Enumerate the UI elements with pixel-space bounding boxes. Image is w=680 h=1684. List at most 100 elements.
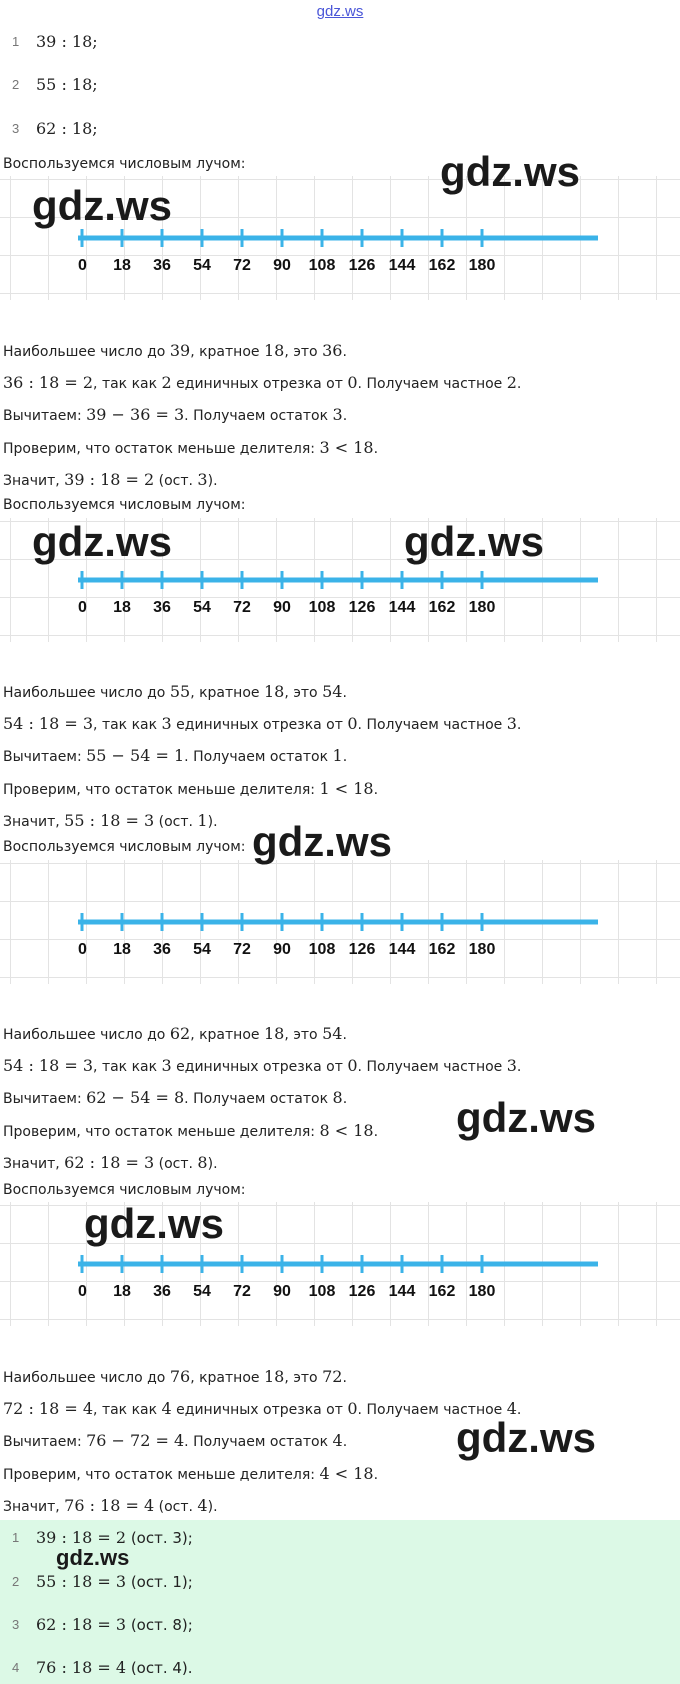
ray-tick-label: 144 [389,1283,416,1300]
solution-line-5: Значит, 62 : 18 = 3 (ост. 8). [3,1153,218,1172]
ray-intro: Воспользуемся числовым лучом: [3,156,246,172]
solution-line-3: Вычитаем: 62 − 54 = 8. Получаем остаток … [3,1088,348,1107]
ray-tick-label: 72 [233,599,251,616]
ray-tick-label: 90 [273,1283,291,1300]
ray-tick-label: 162 [429,257,456,274]
solution-line-4: Проверим, что остаток меньше делителя: 8… [3,1121,379,1140]
watermark: gdz.ws [440,148,581,195]
watermark: gdz.ws [404,518,545,565]
ray-tick-label: 36 [153,1283,171,1300]
solution-line-1: Наибольшее число до 76, кратное 18, это … [3,1367,347,1386]
solution-line-4: Проверим, что остаток меньше делителя: 3… [3,438,379,457]
ray-tick-label: 180 [469,257,496,274]
ray-tick-label: 162 [429,599,456,616]
ray-tick-label: 162 [429,1283,456,1300]
solution-line-2: 54 : 18 = 3, так как 3 единичных отрезка… [3,1056,522,1075]
ray-tick-label: 126 [349,941,376,958]
number-ray: 0 18 36 54 72 90 108 126 144 162 180 [78,571,598,616]
solution-line-5: Значит, 76 : 18 = 4 (ост. 4). [3,1496,218,1515]
ray-tick-label: 180 [469,599,496,616]
number-ray: 0 18 36 54 72 90 108 126 144 162 180 [78,913,598,958]
ray-tick-label: 72 [233,1283,251,1300]
ray-tick-label: 18 [113,257,131,274]
task-expression: 62 : 18; [36,119,98,138]
ray-tick-label: 0 [78,941,87,958]
solution-line-2: 54 : 18 = 3, так как 3 единичных отрезка… [3,714,522,733]
watermark: gdz.ws [56,1545,130,1570]
task-number: 1 [12,34,20,49]
task-expression: 55 : 18; [36,75,98,94]
answer-box: 1 39 : 18 = 2 (ост. 3); 2 55 : 18 = 3 (о… [0,1520,680,1684]
answer-line: 76 : 18 = 4 (ост. 4). [36,1658,193,1677]
number-ray: 0 18 36 54 72 90 108 126 144 162 180 [78,1255,598,1300]
number-ray-grid: 0 18 36 54 72 90 108 126 144 162 180 [0,518,680,642]
answer-number: 1 [12,1530,20,1545]
ray-tick-label: 90 [273,257,291,274]
ray-tick-label: 108 [309,941,336,958]
ray-tick-label: 54 [193,257,211,274]
ray-tick-label: 72 [233,941,251,958]
answer-number: 3 [12,1617,20,1632]
number-ray-grid: 0 18 36 54 72 90 108 126 144 162 180 [0,860,680,984]
ray-tick-label: 144 [389,941,416,958]
ray-tick-label: 108 [309,257,336,274]
ray-tick-label: 36 [153,941,171,958]
site-link[interactable]: gdz.ws [316,3,364,20]
ray-tick-label: 90 [273,599,291,616]
ray-tick-label: 180 [469,941,496,958]
solution-line-3: Вычитаем: 39 − 36 = 3. Получаем остаток … [3,405,348,424]
task-number: 3 [12,121,20,136]
ray-tick-label: 180 [469,1283,496,1300]
ray-tick-label: 108 [309,599,336,616]
ray-tick-label: 18 [113,941,131,958]
answer-line: 55 : 18 = 3 (ост. 1); [36,1572,193,1591]
ray-intro: Воспользуемся числовым лучом: [3,839,246,855]
answer-number: 4 [12,1660,20,1675]
number-ray-grid: 0 18 36 54 72 90 108 126 144 162 180 [0,176,680,300]
watermark: gdz.ws [84,1200,225,1247]
ray-tick-label: 54 [193,1283,211,1300]
ray-tick-label: 54 [193,941,211,958]
solution-line-1: Наибольшее число до 62, кратное 18, это … [3,1024,347,1043]
solution-line-4: Проверим, что остаток меньше делителя: 1… [3,779,379,798]
ray-tick-label: 0 [78,257,87,274]
solution-line-2: 36 : 18 = 2, так как 2 единичных отрезка… [3,373,522,392]
ray-tick-label: 54 [193,599,211,616]
ray-tick-label: 36 [153,257,171,274]
ray-tick-label: 162 [429,941,456,958]
number-ray: 0 18 36 54 72 90 108 126 144 162 180 [78,229,598,274]
ray-tick-label: 108 [309,1283,336,1300]
answer-line: 62 : 18 = 3 (ост. 8); [36,1615,193,1634]
ray-tick-label: 126 [349,599,376,616]
ray-intro: Воспользуемся числовым лучом: [3,1182,246,1198]
ray-intro: Воспользуемся числовым лучом: [3,497,246,513]
solution-line-3: Вычитаем: 55 − 54 = 1. Получаем остаток … [3,746,348,765]
solution-line-5: Значит, 39 : 18 = 2 (ост. 3). [3,470,218,489]
ray-tick-label: 0 [78,1283,87,1300]
solution-line-5: Значит, 55 : 18 = 3 (ост. 1). [3,811,218,830]
task-expression: 39 : 18; [36,32,98,51]
ray-tick-label: 144 [389,257,416,274]
ray-tick-label: 126 [349,1283,376,1300]
watermark: gdz.ws [32,182,173,229]
watermark: gdz.ws [456,1094,597,1141]
watermark: gdz.ws [32,518,173,565]
task-number: 2 [12,77,20,92]
ray-tick-label: 72 [233,257,251,274]
watermark: gdz.ws [252,818,393,865]
solution-line-4: Проверим, что остаток меньше делителя: 4… [3,1464,379,1483]
solution-line-3: Вычитаем: 76 − 72 = 4. Получаем остаток … [3,1431,348,1450]
ray-tick-label: 36 [153,599,171,616]
answer-number: 2 [12,1574,20,1589]
ray-tick-label: 18 [113,599,131,616]
ray-tick-label: 0 [78,599,87,616]
solution-line-2: 72 : 18 = 4, так как 4 единичных отрезка… [3,1399,522,1418]
ray-tick-label: 126 [349,257,376,274]
ray-tick-label: 90 [273,941,291,958]
answer-line: 39 : 18 = 2 (ост. 3); [36,1528,193,1547]
ray-tick-label: 144 [389,599,416,616]
number-ray-grid: 0 18 36 54 72 90 108 126 144 162 180 [0,1202,680,1326]
solution-line-1: Наибольшее число до 55, кратное 18, это … [3,682,347,701]
ray-tick-label: 18 [113,1283,131,1300]
solution-line-1: Наибольшее число до 39, кратное 18, это … [3,341,347,360]
